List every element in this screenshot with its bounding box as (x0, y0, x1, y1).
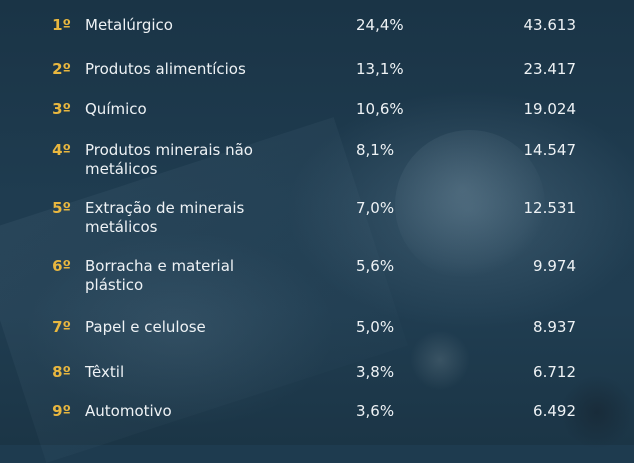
rank-number: 2º (52, 60, 71, 78)
sector-name: Papel e celulose (85, 318, 206, 336)
share-percent: 5,6% (356, 257, 395, 275)
sector-value: 43.613 (523, 16, 577, 34)
rank-number: 7º (52, 318, 71, 336)
sector-name: Automotivo (85, 402, 172, 420)
share-percent: 24,4% (356, 16, 404, 34)
sector-value: 12.531 (523, 199, 577, 217)
sector-value: 6.712 (533, 363, 576, 381)
sector-value: 19.024 (523, 100, 577, 118)
share-percent: 8,1% (356, 141, 395, 159)
sector-name: Produtos alimentícios (85, 60, 246, 78)
rank-number: 1º (52, 16, 71, 34)
sector-name: Químico (85, 100, 147, 118)
share-percent: 7,0% (356, 199, 395, 217)
rank-number: 5º (52, 199, 71, 217)
sector-value: 6.492 (533, 402, 576, 420)
share-percent: 5,0% (356, 318, 395, 336)
rank-number: 3º (52, 100, 71, 118)
sector-name: Produtos minerais não metálicos (85, 141, 253, 178)
sector-name: Metalúrgico (85, 16, 173, 34)
sector-value: 9.974 (533, 257, 576, 275)
sector-name: Extração de minerais metálicos (85, 199, 245, 236)
share-percent: 13,1% (356, 60, 404, 78)
sector-value: 14.547 (523, 141, 577, 159)
share-percent: 3,6% (356, 402, 395, 420)
rank-number: 6º (52, 257, 71, 275)
share-percent: 10,6% (356, 100, 404, 118)
sector-value: 8.937 (533, 318, 576, 336)
share-percent: 3,8% (356, 363, 395, 381)
sector-name: Têxtil (85, 363, 125, 381)
sector-value: 23.417 (523, 60, 577, 78)
sector-name: Borracha e material plástico (85, 257, 235, 294)
rank-number: 4º (52, 141, 71, 159)
ranking-table: 1º Metalúrgico 24,4% 43.613 2º Produtos … (52, 16, 577, 420)
rank-number: 9º (52, 402, 71, 420)
rank-number: 8º (52, 363, 71, 381)
